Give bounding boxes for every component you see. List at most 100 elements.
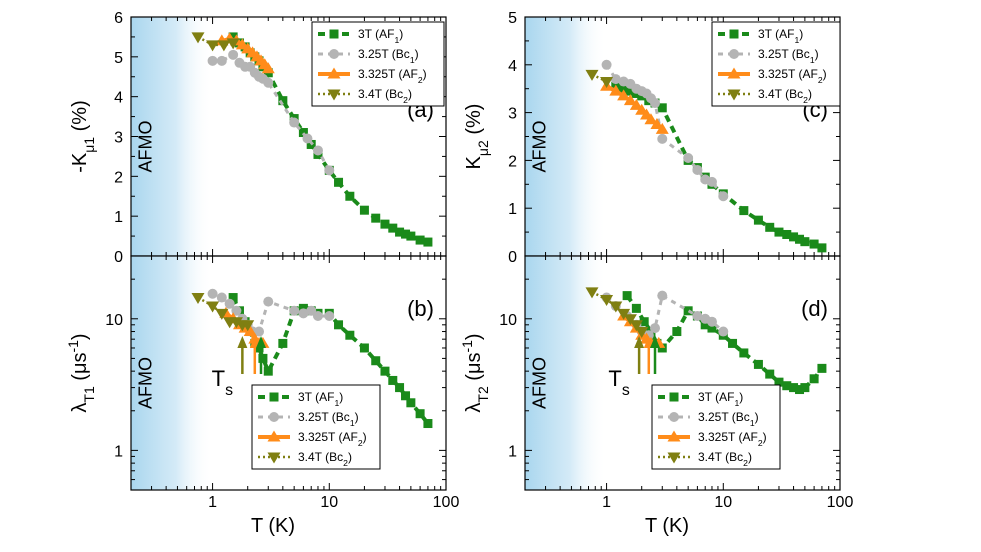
y-axis-label: λT2 (μs-1) xyxy=(459,333,491,412)
data-point xyxy=(585,69,599,81)
data-point xyxy=(692,310,703,321)
data-point xyxy=(359,343,369,353)
data-point xyxy=(278,96,288,106)
data-point xyxy=(600,295,614,307)
data-point xyxy=(800,237,810,247)
data-point xyxy=(207,288,218,299)
legend-label: 3.325T (AF2) xyxy=(358,67,427,85)
x-tick-label: 10 xyxy=(320,494,338,511)
data-point xyxy=(635,327,649,339)
x-tick-label: 100 xyxy=(827,494,854,511)
data-point xyxy=(650,118,664,130)
data-point xyxy=(782,381,792,391)
data-point xyxy=(610,74,621,85)
data-point xyxy=(216,55,227,66)
data-point xyxy=(228,49,239,60)
data-point xyxy=(617,308,631,320)
legend-marker xyxy=(327,67,341,79)
data-point xyxy=(629,320,643,332)
data-point xyxy=(622,291,632,301)
series-Bc2 xyxy=(585,287,649,339)
legend-marker xyxy=(727,67,741,79)
y-tick-label: 10 xyxy=(105,312,123,329)
data-point xyxy=(278,338,288,348)
data-point xyxy=(324,310,335,321)
data-point xyxy=(728,338,738,348)
data-point xyxy=(683,153,694,164)
legend-marker xyxy=(667,452,681,464)
series-Bc1 xyxy=(207,49,335,176)
panel-b: AFMO 1 10 100 1 10 λT1 (μs-1) Ts (b) 3T (AF1) 3.25… xyxy=(65,255,459,511)
data-point xyxy=(692,164,703,175)
legend-label: 3.4T (Bc2) xyxy=(358,87,412,105)
data-point xyxy=(423,419,433,429)
data-point xyxy=(718,191,729,202)
legend: 3T (AF1) 3.25T (Bc1) 3.325T (AF2) 3.4T (Bc2… xyxy=(651,384,781,470)
data-point xyxy=(774,227,784,237)
afmo-label: AFMO xyxy=(136,357,156,409)
legend-marker xyxy=(269,412,279,422)
legend: 3T (AF1) 3.25T (Bc1) 3.325T (AF2) 3.4T (Bc2… xyxy=(251,384,381,470)
legend-label: 3T (AF1) xyxy=(298,390,343,408)
data-point xyxy=(263,77,274,88)
y-axis-label: λT1 (μs-1) xyxy=(65,333,97,412)
data-point xyxy=(800,383,810,393)
data-point xyxy=(600,77,614,89)
series-Bc2 xyxy=(191,32,240,52)
y-tick-label: 5 xyxy=(508,10,517,27)
legend-marker xyxy=(327,89,341,101)
y-axis-label: Kμ2 (%) xyxy=(463,104,491,170)
series-Bc2 xyxy=(191,293,255,332)
data-point xyxy=(817,243,827,253)
data-point xyxy=(289,305,300,316)
y-tick-label: 4 xyxy=(508,58,517,75)
data-point xyxy=(258,353,268,363)
legend: 3T (AF1) 3.25T (Bc1) 3.325T (AF2) 3.4T (Bc2… xyxy=(311,21,445,107)
data-point xyxy=(609,84,623,96)
data-point xyxy=(623,314,637,326)
legend-marker xyxy=(267,452,281,464)
data-point xyxy=(644,113,658,125)
legend-label: 3.4T (Bc2) xyxy=(298,450,352,468)
panel-label: (d) xyxy=(801,296,828,321)
data-point xyxy=(601,59,612,70)
series-Bc1 xyxy=(601,59,729,202)
afmo-region xyxy=(131,17,213,256)
data-point xyxy=(334,177,344,187)
legend-marker xyxy=(729,49,739,59)
data-point xyxy=(263,296,274,307)
data-point xyxy=(655,122,669,134)
panel-label: (b) xyxy=(407,296,434,321)
legend-marker xyxy=(267,430,281,442)
data-point xyxy=(231,305,242,316)
data-point xyxy=(263,366,273,376)
data-point xyxy=(782,229,792,239)
data-point xyxy=(795,385,805,395)
data-point xyxy=(229,317,243,329)
ts-arrow-head xyxy=(634,336,645,348)
y-tick-label: 5 xyxy=(114,50,123,67)
ts-label: Ts xyxy=(212,366,233,399)
y-tick-label: 2 xyxy=(508,153,517,170)
data-point xyxy=(739,206,749,216)
data-point xyxy=(359,205,369,215)
data-point xyxy=(371,356,381,366)
data-point xyxy=(683,306,693,316)
data-point xyxy=(657,343,667,353)
data-point xyxy=(415,235,425,245)
data-point xyxy=(657,290,668,301)
data-point xyxy=(345,191,355,201)
panel-d: AFMO 1 10 100 1 10 λT2 (μs-1) Ts (d) 3T (AF1) 3.25… xyxy=(459,255,854,511)
x-tick-label: 1 xyxy=(602,494,611,511)
y-tick-label: 0 xyxy=(508,249,517,266)
data-point xyxy=(207,55,218,66)
data-point xyxy=(809,239,819,249)
legend-label: 3.25T (Bc1) xyxy=(758,47,819,65)
data-point xyxy=(380,219,390,229)
legend-label: 3.25T (Bc1) xyxy=(298,410,359,428)
data-point xyxy=(243,325,257,337)
afmo-label: AFMO xyxy=(530,121,550,173)
legend-marker xyxy=(329,29,339,39)
